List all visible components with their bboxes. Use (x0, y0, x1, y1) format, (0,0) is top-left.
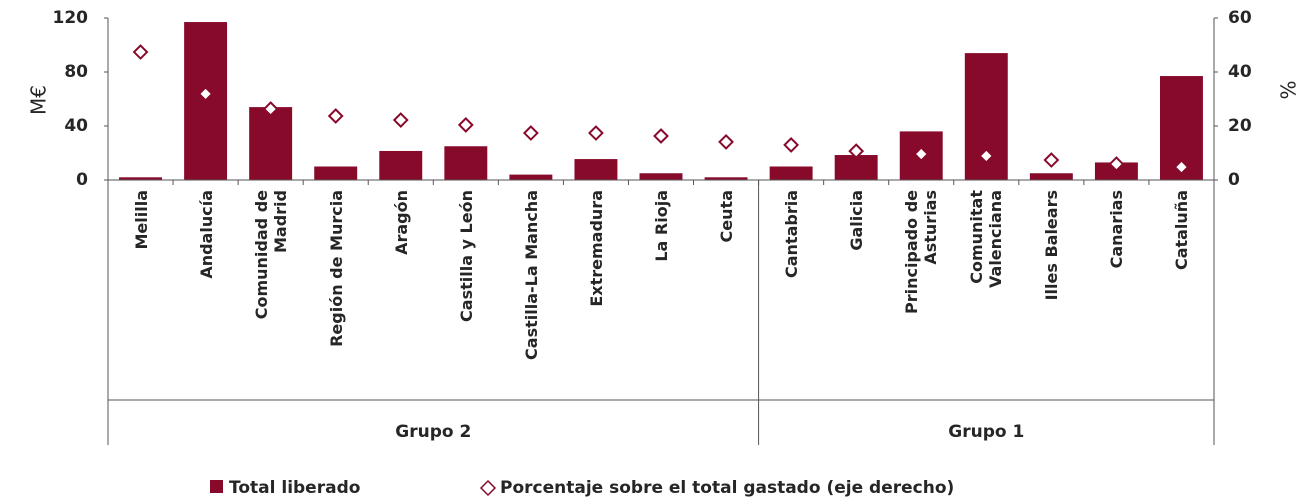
marker (262, 101, 279, 117)
marker (653, 128, 669, 144)
bar (379, 150, 423, 180)
x-tick-label: Galicia (846, 190, 866, 251)
bar (119, 177, 162, 180)
marker (457, 117, 474, 133)
x-tick-label: Aragón (391, 190, 411, 255)
marker (1173, 159, 1190, 175)
marker (327, 108, 344, 124)
legend-label: Porcentaje sobre el total gastado (eje d… (500, 478, 954, 498)
marker (1043, 152, 1060, 168)
marker (783, 136, 800, 153)
y2-tick-label: 40 (1228, 62, 1252, 82)
x-tick-label: Comunidad de Madrid (251, 190, 290, 320)
bar (834, 155, 878, 180)
bar (509, 174, 553, 180)
bar (314, 166, 358, 180)
group-label: Grupo 1 (948, 422, 1024, 442)
x-tick-label: Extremadura (586, 190, 606, 307)
legend-swatch (210, 480, 223, 493)
bar (704, 177, 748, 180)
x-tick-label: Cantabria (781, 190, 801, 278)
x-tick-label: La Rioja (651, 190, 671, 262)
y-tick-label: 120 (53, 8, 89, 28)
x-tick-label: Illes Balears (1041, 190, 1061, 301)
marker (1108, 156, 1125, 172)
bar (1029, 173, 1073, 180)
bar (249, 107, 293, 180)
marker (848, 143, 865, 160)
x-tick-label: Ceuta (716, 190, 736, 243)
bar (574, 159, 618, 180)
y2-tick-label: 60 (1228, 8, 1252, 28)
x-tick-label: Melilla (131, 190, 151, 250)
y-axis-label: M€ (27, 85, 51, 115)
marker (522, 125, 539, 141)
bar (769, 166, 813, 180)
y-tick-label: 80 (64, 62, 88, 82)
x-tick-label: Comunitat Valenciana (967, 190, 1006, 288)
group-label: Grupo 2 (395, 422, 471, 442)
marker (718, 134, 734, 150)
x-tick-label: Andalucía (196, 190, 216, 279)
marker (392, 112, 409, 128)
marker (132, 44, 149, 60)
y-tick-label: 0 (76, 170, 88, 190)
marker (197, 85, 214, 102)
marker (588, 125, 604, 141)
bar (639, 173, 683, 180)
marker (913, 146, 930, 162)
x-tick-label: Castilla-La Mancha (521, 190, 541, 360)
y2-tick-label: 0 (1228, 170, 1240, 190)
x-tick-label: Principado de Asturias (902, 190, 941, 315)
x-tick-label: Canarias (1106, 190, 1126, 269)
bar (444, 146, 488, 180)
y2-axis-label: % (1277, 80, 1301, 99)
y-tick-label: 40 (64, 116, 88, 136)
x-tick-label: Castilla y León (456, 190, 476, 322)
legend-swatch (479, 479, 497, 497)
x-tick-label: Cataluña (1171, 190, 1191, 271)
x-tick-label: Región de Murcia (326, 190, 346, 347)
y2-tick-label: 20 (1228, 116, 1252, 136)
legend-label: Total liberado (229, 478, 360, 498)
marker (978, 148, 995, 164)
